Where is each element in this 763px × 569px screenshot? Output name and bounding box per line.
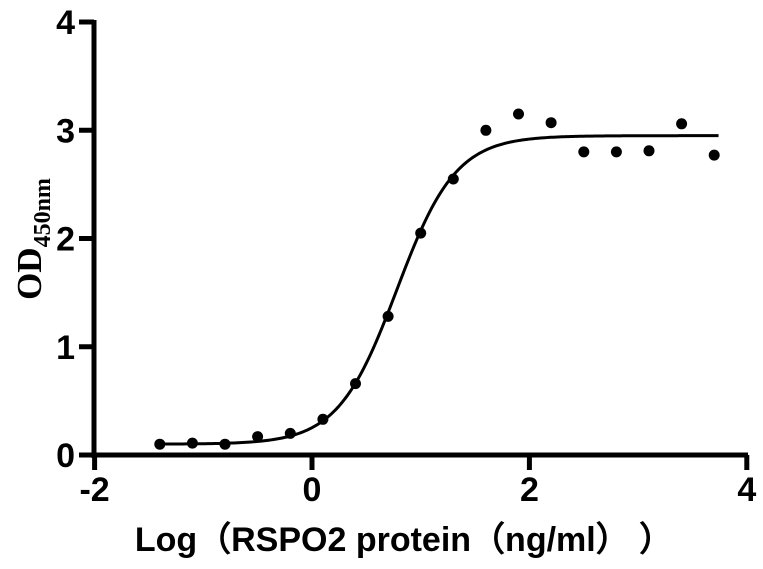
data-point — [676, 118, 688, 130]
y-axis-title-subscript: 450nm — [30, 178, 56, 247]
x-axis-ticks: -2 0 2 4 — [79, 455, 756, 509]
data-point — [317, 413, 329, 425]
data-point — [480, 124, 492, 136]
y-tick-label: 2 — [56, 221, 75, 259]
data-point — [545, 117, 557, 129]
data-point — [252, 431, 264, 443]
data-point — [513, 108, 524, 120]
data-point — [643, 145, 655, 157]
y-tick-label: 3 — [56, 112, 75, 150]
y-tick-label: 0 — [56, 437, 75, 475]
fit-curve-line — [157, 134, 719, 446]
data-point — [219, 438, 231, 450]
data-point — [578, 146, 590, 158]
data-point — [708, 149, 720, 161]
x-tick-label: -2 — [79, 471, 109, 509]
y-tick-label: 4 — [56, 4, 75, 42]
data-point — [350, 378, 361, 390]
data-points — [154, 108, 720, 450]
y-axis-title-main: OD — [10, 247, 49, 300]
data-point — [382, 310, 394, 322]
data-point — [154, 438, 166, 450]
data-point — [186, 437, 198, 449]
axes — [91, 20, 748, 458]
y-axis-title: OD450nm — [10, 178, 56, 300]
data-point — [610, 146, 622, 158]
y-axis-ticks: 0 1 2 3 4 — [56, 4, 94, 475]
x-axis-title: Log（RSPO2 protein（ng/ml） ） — [135, 520, 673, 559]
data-point — [415, 227, 427, 239]
x-tick-label: 0 — [303, 471, 322, 509]
data-point — [284, 427, 296, 439]
x-tick-label: 2 — [520, 471, 539, 509]
x-tick-label: 4 — [737, 471, 756, 509]
data-point — [447, 173, 459, 185]
y-tick-label: 1 — [56, 329, 75, 367]
